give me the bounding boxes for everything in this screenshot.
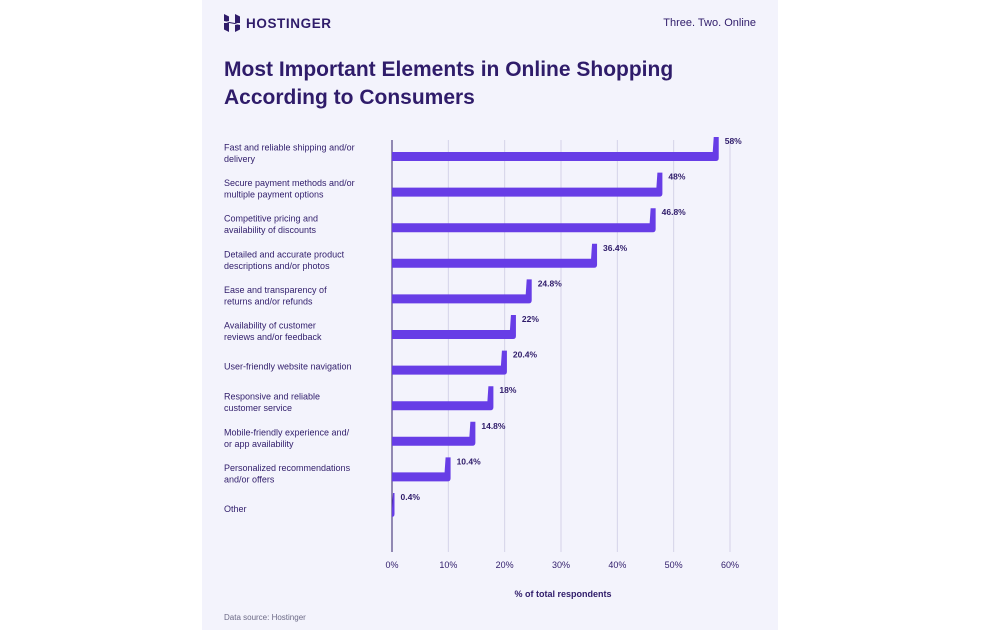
- data-label: 24.8%: [538, 278, 563, 288]
- hostinger-logo-icon: [224, 14, 240, 32]
- category-label-line: or app availability: [224, 439, 294, 449]
- x-tick-label: 40%: [608, 560, 626, 570]
- data-label: 18%: [499, 385, 516, 395]
- bar: [392, 172, 663, 197]
- bar: [392, 457, 451, 482]
- category-label-line: Detailed and accurate product: [224, 249, 345, 259]
- data-label: 0.4%: [401, 492, 421, 502]
- category-label: Detailed and accurate product description…: [224, 249, 345, 270]
- bar: [391, 493, 395, 517]
- category-label: Ease and transparency of returns and/or r…: [224, 285, 327, 307]
- bar: [392, 208, 656, 233]
- category-label-line: Personalized recommendations: [224, 463, 351, 473]
- category-label-line: returns and/or refunds: [224, 296, 313, 306]
- bar: [392, 279, 532, 304]
- category-label: Other: [224, 504, 247, 514]
- bar: [392, 386, 494, 411]
- category-label-line: User-friendly website navigation: [224, 362, 352, 372]
- data-source-note: Data source: Hostinger: [224, 613, 306, 622]
- data-label: 48%: [668, 172, 685, 182]
- x-tick-label: 0%: [385, 560, 398, 570]
- category-label-line: and/or offers: [224, 474, 275, 484]
- data-label: 14.8%: [481, 421, 506, 431]
- category-label-line: Competitive pricing and: [224, 214, 318, 224]
- category-label: Secure payment methods and/or multiple pa…: [224, 178, 355, 200]
- category-label: Competitive pricing and availability of d…: [224, 214, 318, 236]
- category-label-line: Mobile-friendly experience and/: [224, 427, 350, 437]
- category-label: Responsive and reliable customer service: [224, 392, 320, 414]
- x-tick-label: 10%: [439, 560, 457, 570]
- x-axis-label: % of total respondents: [514, 589, 611, 599]
- x-tick-label: 20%: [496, 560, 514, 570]
- data-label: 10.4%: [457, 456, 482, 466]
- category-label-line: descriptions and/or photos: [224, 261, 330, 271]
- bar: [392, 421, 476, 446]
- bar-chart: Fast and reliable shipping and/or deliver…: [224, 136, 742, 599]
- infographic-card: HOSTINGER Three. Two. Online Most Import…: [202, 0, 778, 630]
- brand-logo: HOSTINGER: [224, 14, 332, 32]
- x-tick-label: 50%: [665, 560, 683, 570]
- data-label: 22%: [522, 314, 539, 324]
- chart-title: Most Important Elements in Online Shoppi…: [224, 58, 674, 109]
- category-label-line: availability of discounts: [224, 225, 317, 235]
- x-tick-label: 30%: [552, 560, 570, 570]
- category-label-line: delivery: [224, 154, 256, 164]
- category-label: Personalized recommendations and/or offer…: [224, 463, 351, 485]
- category-label-line: Secure payment methods and/or: [224, 178, 355, 188]
- bar: [392, 315, 516, 339]
- category-label-line: customer service: [224, 403, 292, 413]
- bar: [392, 137, 719, 161]
- data-label: 20.4%: [513, 350, 538, 360]
- data-label: 36.4%: [603, 243, 628, 253]
- bar: [392, 243, 598, 268]
- category-label: User-friendly website navigation: [224, 362, 352, 372]
- data-label: 58%: [725, 136, 742, 146]
- category-label: Mobile-friendly experience and/or app av…: [224, 427, 350, 449]
- bar: [392, 350, 507, 375]
- category-label-line: Fast and reliable shipping and/or: [224, 143, 355, 153]
- category-label: Availability of customer reviews and/or f…: [224, 321, 322, 343]
- category-label-line: Other: [224, 504, 247, 514]
- category-label-line: reviews and/or feedback: [224, 332, 322, 342]
- category-label-line: Responsive and reliable: [224, 392, 320, 402]
- tagline: Three. Two. Online: [663, 17, 756, 29]
- brand-name: HOSTINGER: [246, 15, 332, 31]
- category-label-line: Ease and transparency of: [224, 285, 327, 295]
- x-tick-label: 60%: [721, 560, 739, 570]
- category-label-line: multiple payment options: [224, 190, 324, 200]
- category-label-line: Availability of customer: [224, 321, 316, 331]
- data-label: 46.8%: [662, 207, 687, 217]
- category-label: Fast and reliable shipping and/or deliver…: [224, 143, 355, 165]
